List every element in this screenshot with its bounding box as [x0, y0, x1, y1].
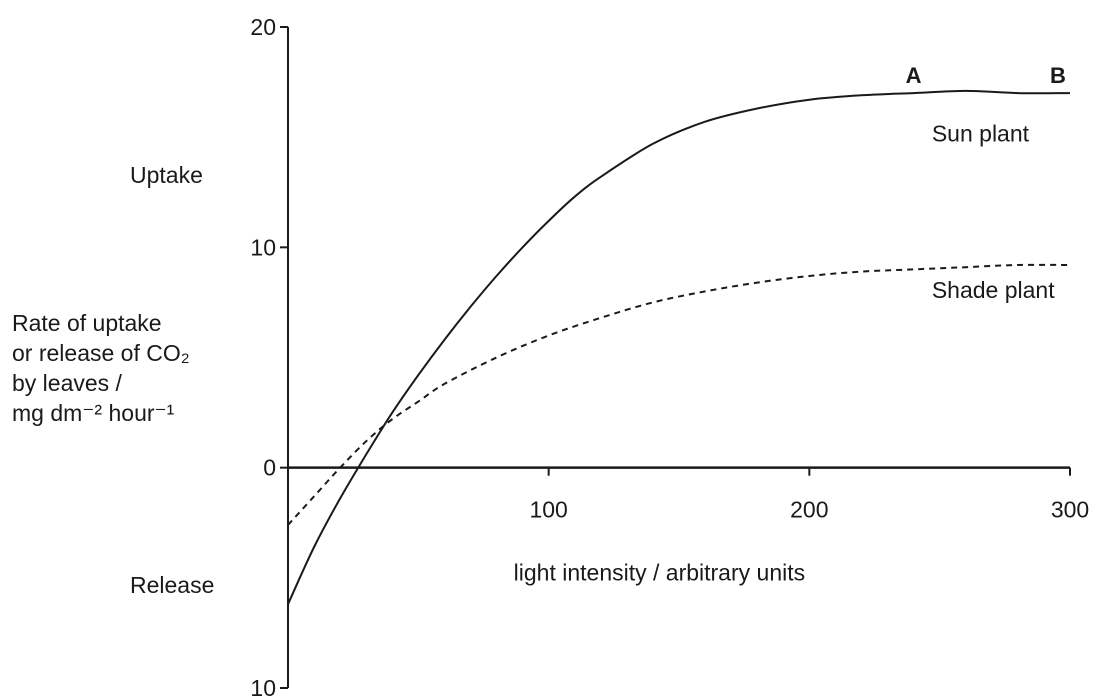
y-axis-label-line: mg dm⁻² hour⁻¹ [12, 400, 175, 426]
series-line-sun-plant [287, 89, 1071, 605]
region-label-uptake: Uptake [130, 162, 203, 188]
annotations: light intensity / arbitrary units Sun pla… [514, 63, 1066, 586]
x-tick-label: 300 [1051, 497, 1089, 523]
y-axis-label-line: or release of CO₂ [12, 340, 190, 366]
x-axis-label: light intensity / arbitrary units [514, 560, 805, 586]
curve-label: Shade plant [932, 277, 1055, 303]
series-layer [287, 89, 1071, 605]
series-line-shade-plant [287, 263, 1071, 526]
y-tick-label: 10 [250, 234, 276, 260]
region-label-release: Release [130, 572, 215, 598]
y-tick-label: 20 [250, 14, 276, 40]
curve-label: Sun plant [932, 121, 1030, 147]
x-tick-label: 200 [790, 497, 828, 523]
y-tick-label: 10 [250, 675, 276, 700]
y-tick-label: 0 [263, 455, 276, 481]
axes [280, 26, 1071, 689]
y-axis-label: Rate of uptake or release of CO₂ by leav… [12, 308, 190, 428]
point-label-a: A [906, 63, 922, 88]
x-tick-label: 100 [529, 497, 567, 523]
point-label-b: B [1050, 63, 1066, 88]
y-axis-label-line: by leaves / [12, 370, 122, 396]
y-axis-label-line: Rate of uptake [12, 310, 162, 336]
